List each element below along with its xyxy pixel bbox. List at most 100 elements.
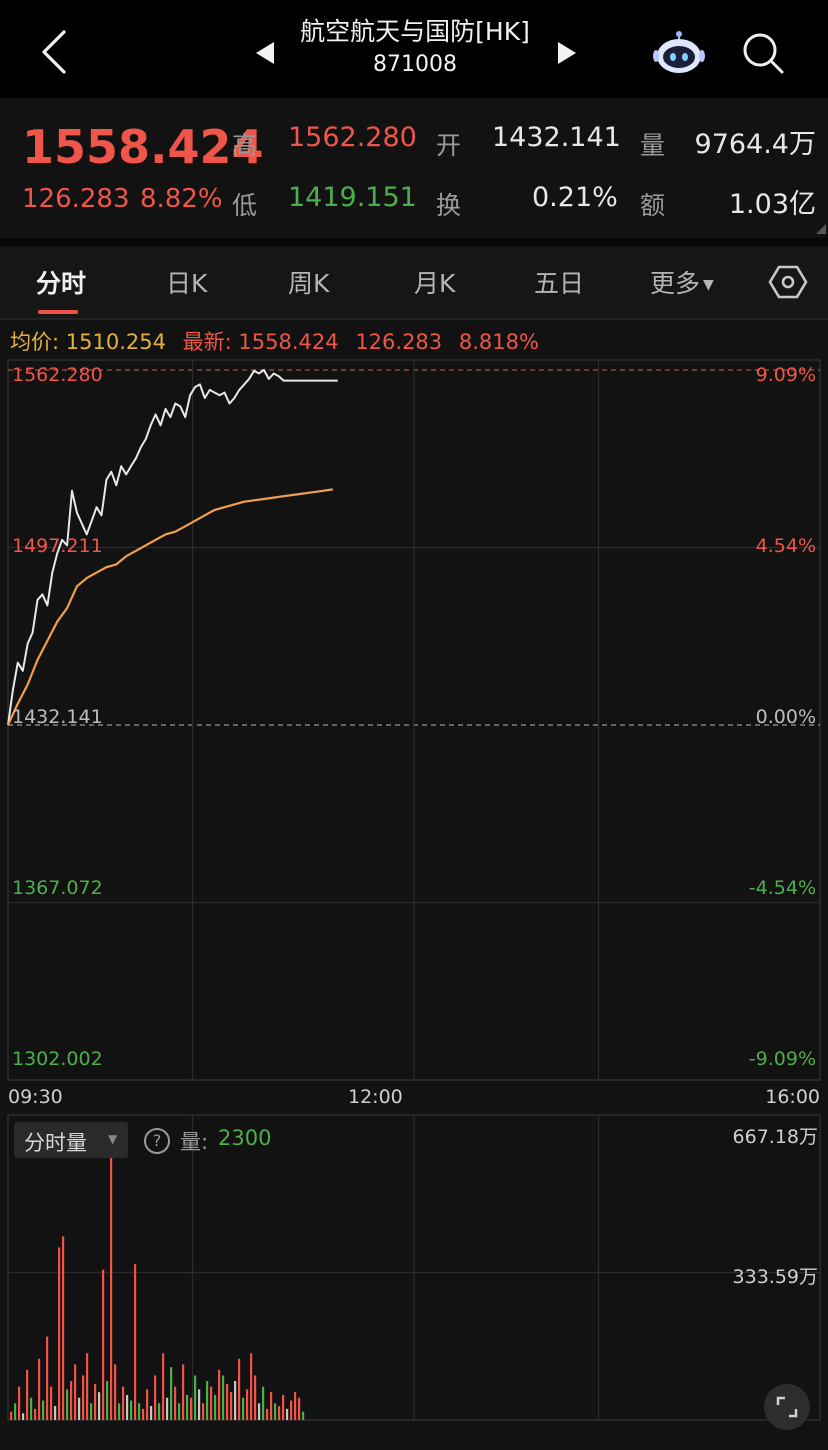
volume-bar bbox=[266, 1408, 269, 1420]
volume-bar bbox=[78, 1397, 81, 1420]
robot-assistant-icon[interactable] bbox=[652, 28, 706, 78]
volume-bar bbox=[106, 1381, 109, 1420]
volume-bar bbox=[138, 1403, 141, 1420]
volume-bar bbox=[86, 1353, 89, 1420]
volume-bar bbox=[42, 1400, 45, 1420]
latest-change-pct: 8.818% bbox=[458, 330, 539, 354]
volume-bar bbox=[14, 1403, 17, 1420]
y-label-left: 1562.280 bbox=[12, 364, 103, 386]
y-label-right: 4.54% bbox=[755, 535, 816, 557]
volume-bar bbox=[166, 1397, 169, 1420]
tab-bar: 分时 日K 周K 月K 五日 更多 ▼ bbox=[0, 246, 828, 318]
volume-bar bbox=[210, 1386, 213, 1420]
tab-five-day[interactable]: 五日 bbox=[534, 269, 585, 298]
tab-weekly-k[interactable]: 周K bbox=[288, 269, 330, 298]
y-label-right: 9.09% bbox=[755, 364, 816, 386]
volume-bar bbox=[146, 1389, 149, 1420]
price-change: 126.283 bbox=[22, 184, 130, 214]
volume-bar bbox=[26, 1369, 29, 1420]
amount-value: 1.03亿 bbox=[728, 189, 816, 220]
divider bbox=[0, 238, 828, 246]
last-price: 1558.424 bbox=[22, 120, 264, 174]
expand-icon[interactable] bbox=[764, 1384, 810, 1430]
volume-bar bbox=[58, 1247, 61, 1420]
chevron-down-icon: ▼ bbox=[108, 1132, 118, 1146]
open-label: 开 bbox=[436, 131, 462, 160]
volume-bar bbox=[202, 1403, 205, 1420]
quote-panel: 1558.424 126.283 8.82% 高 1562.280 低 1419… bbox=[0, 98, 828, 238]
latest-label: 最新: bbox=[182, 330, 232, 354]
page-title: 航空航天与国防[HK] bbox=[300, 17, 530, 46]
turnover-label: 换 bbox=[436, 191, 462, 220]
help-icon[interactable]: ? bbox=[144, 1128, 170, 1154]
y-label-left: 1367.072 bbox=[12, 877, 103, 899]
avg-price-line bbox=[6, 488, 333, 726]
volume-bar bbox=[30, 1397, 33, 1420]
volume-bar bbox=[206, 1381, 209, 1420]
turnover-value: 0.21% bbox=[532, 182, 618, 213]
volume-bar bbox=[178, 1403, 181, 1420]
x-label: 16:00 bbox=[765, 1086, 820, 1108]
volume-label: 量 bbox=[640, 131, 666, 160]
volume-bar bbox=[126, 1394, 129, 1420]
high-label: 高 bbox=[232, 131, 258, 160]
tab-daily-k[interactable]: 日K bbox=[166, 269, 208, 298]
volume-bar bbox=[110, 1130, 113, 1420]
volume-selector[interactable]: 分时量 ▼ bbox=[14, 1122, 128, 1158]
volume-bar bbox=[282, 1394, 285, 1420]
volume-bar bbox=[46, 1336, 49, 1420]
volume-bar bbox=[250, 1353, 253, 1420]
open-value: 1432.141 bbox=[492, 122, 621, 153]
volume-bar bbox=[10, 1411, 13, 1420]
tab-monthly-k[interactable]: 月K bbox=[414, 269, 456, 298]
back-icon[interactable] bbox=[30, 22, 80, 82]
volume-bar bbox=[62, 1236, 65, 1420]
tab-intraday[interactable]: 分时 bbox=[36, 269, 87, 298]
volume-bar bbox=[174, 1386, 177, 1420]
y-label-left: 1432.141 bbox=[12, 706, 103, 728]
volume-bar bbox=[70, 1381, 73, 1420]
volume-bar bbox=[230, 1392, 233, 1420]
corner-fold-icon bbox=[816, 224, 826, 234]
y-label-left: 1497.211 bbox=[12, 535, 103, 557]
volume-bar bbox=[170, 1367, 173, 1420]
volume-bar bbox=[242, 1397, 245, 1420]
volume-bar bbox=[130, 1400, 133, 1420]
settings-icon[interactable] bbox=[768, 262, 808, 302]
latest-value: 1558.424 bbox=[238, 330, 339, 354]
volume-bar bbox=[66, 1389, 69, 1420]
prev-arrow-icon[interactable] bbox=[254, 40, 276, 66]
volume-bar bbox=[278, 1406, 281, 1420]
volume-bar bbox=[298, 1397, 301, 1420]
volume-bar bbox=[246, 1389, 249, 1420]
x-label: 12:00 bbox=[348, 1086, 403, 1108]
volume-bar bbox=[182, 1364, 185, 1420]
volume-bar bbox=[270, 1392, 273, 1420]
volume-bar bbox=[34, 1408, 37, 1420]
title-block: 航空航天与国防[HK] 871008 bbox=[250, 14, 580, 94]
volume-qty-value: 2300 bbox=[218, 1126, 272, 1150]
search-icon[interactable] bbox=[740, 30, 786, 76]
y-label-right: -9.09% bbox=[748, 1048, 816, 1070]
volume-bar bbox=[234, 1381, 237, 1420]
volume-bar bbox=[262, 1386, 265, 1420]
volume-bar bbox=[226, 1383, 229, 1420]
next-arrow-icon[interactable] bbox=[556, 40, 578, 66]
tab-more-label: 更多 bbox=[650, 269, 701, 298]
tab-more[interactable]: 更多 ▼ bbox=[650, 264, 714, 300]
volume-bar bbox=[150, 1406, 153, 1420]
volume-bar bbox=[94, 1383, 97, 1420]
volume-bar bbox=[142, 1408, 145, 1420]
volume-bar bbox=[134, 1264, 137, 1420]
volume-bar bbox=[238, 1358, 241, 1420]
volume-bar bbox=[54, 1406, 57, 1420]
volume-value: 9764.4万 bbox=[694, 129, 816, 160]
volume-bar bbox=[302, 1411, 305, 1420]
volume-bar bbox=[254, 1375, 257, 1420]
volume-bar bbox=[294, 1392, 297, 1420]
price-line bbox=[7, 368, 338, 726]
low-value: 1419.151 bbox=[288, 182, 417, 213]
active-tab-indicator bbox=[38, 310, 78, 314]
volume-selector-label: 分时量 bbox=[24, 1131, 87, 1155]
intraday-chart[interactable] bbox=[0, 350, 828, 1450]
